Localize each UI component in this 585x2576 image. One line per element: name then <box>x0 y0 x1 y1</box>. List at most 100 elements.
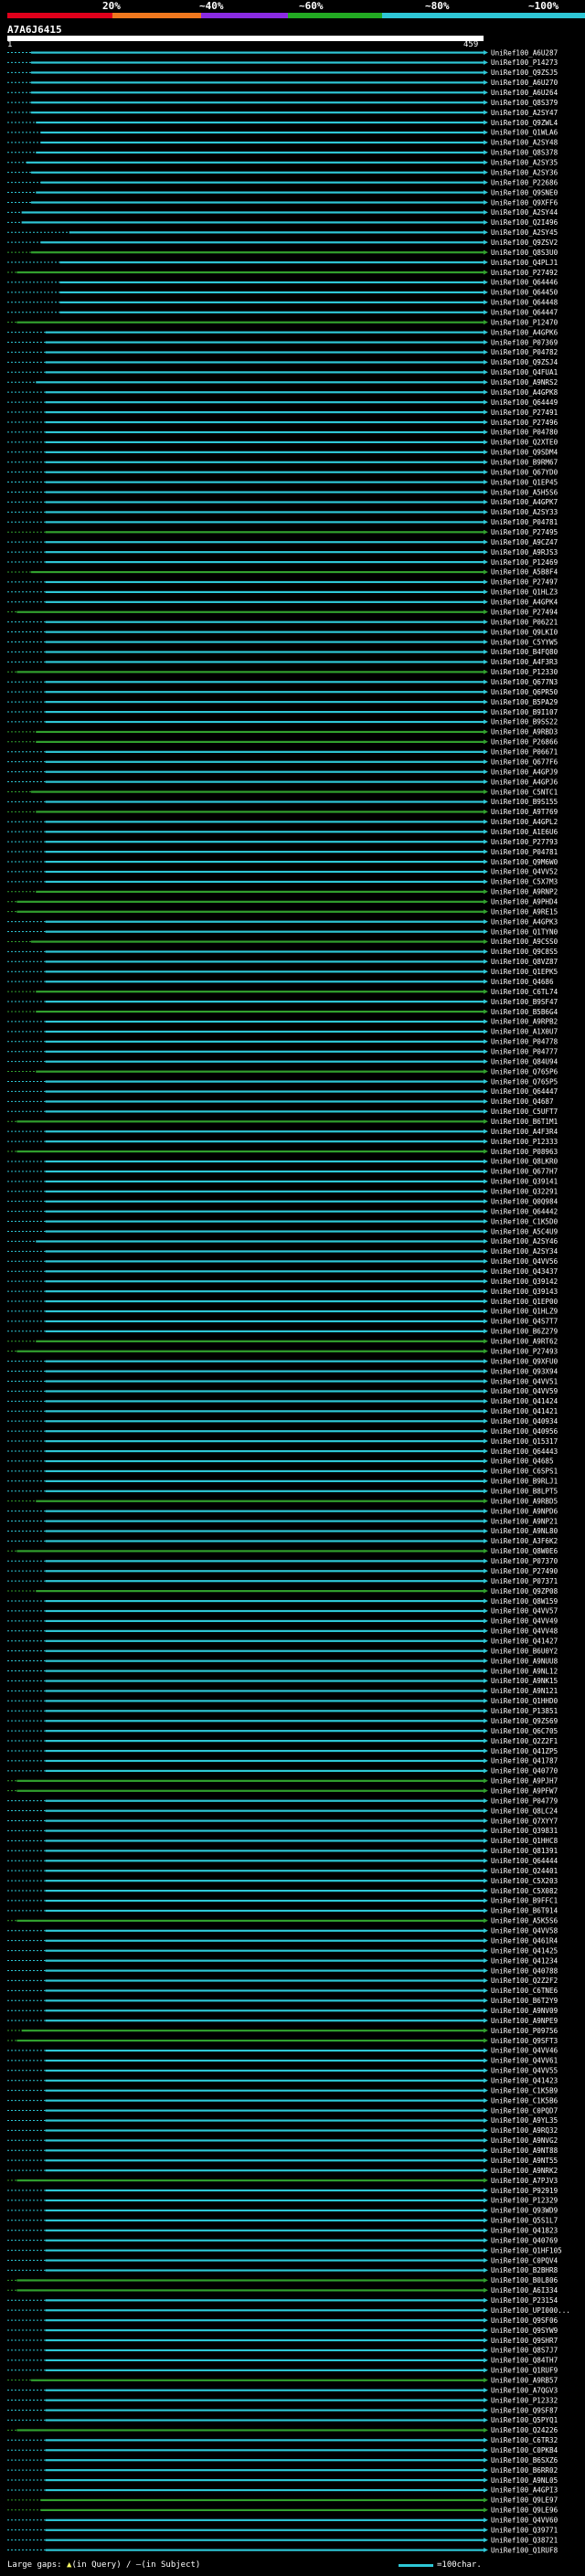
hit-row[interactable]: UniRef100_Q1TYN0 <box>7 928 558 936</box>
hit-id-label[interactable]: UniRef100_Q67YD0 <box>491 468 558 476</box>
hit-id-label[interactable]: UniRef100_Q4S7T7 <box>491 1318 558 1326</box>
hit-row[interactable]: UniRef100_Q4VV58 <box>7 1927 558 1935</box>
hit-id-label[interactable]: UniRef100_Q4686 <box>491 978 554 986</box>
hit-id-label[interactable]: UniRef100_A9NVG2 <box>491 2136 558 2145</box>
hit-id-label[interactable]: UniRef100_B9SF47 <box>491 998 558 1006</box>
hit-row[interactable]: UniRef100_Q39141 <box>7 1178 558 1186</box>
hit-id-label[interactable]: UniRef100_P04777 <box>491 1047 558 1055</box>
hit-row[interactable]: UniRef100_P27492 <box>7 269 558 277</box>
hit-id-label[interactable]: UniRef100_A9NL05 <box>491 2476 558 2485</box>
hit-row[interactable]: UniRef100_Q9SNE0 <box>7 188 558 196</box>
hit-row[interactable]: UniRef100_C6TR32 <box>7 2436 558 2444</box>
hit-row[interactable]: UniRef100_C0PKB4 <box>7 2446 558 2454</box>
hit-row[interactable]: UniRef100_Q64446 <box>7 279 558 287</box>
hit-id-label[interactable]: UniRef100_A9RQ32 <box>491 2126 558 2135</box>
hit-id-label[interactable]: UniRef100_P07371 <box>491 1577 558 1585</box>
hit-row[interactable]: UniRef100_Q4VV51 <box>7 1377 558 1385</box>
hit-row[interactable]: UniRef100_Q93WD9 <box>7 2207 558 2215</box>
hit-row[interactable]: UniRef100_P26866 <box>7 738 558 747</box>
hit-row[interactable]: UniRef100_Q15317 <box>7 1437 558 1446</box>
hit-row[interactable]: UniRef100_Q24401 <box>7 1867 558 1875</box>
hit-id-label[interactable]: UniRef100_A4GPJ9 <box>491 768 558 776</box>
hit-id-label[interactable]: UniRef100_C5X7M3 <box>491 878 558 886</box>
hit-row[interactable]: UniRef100_Q41421 <box>7 1407 558 1415</box>
hit-row[interactable]: UniRef100_P04778 <box>7 1038 558 1046</box>
hit-id-label[interactable]: UniRef100_Q1EPK5 <box>491 968 558 976</box>
hit-row[interactable]: UniRef100_A4GPJ9 <box>7 768 558 776</box>
hit-row[interactable]: UniRef100_P04781 <box>7 848 558 856</box>
hit-id-label[interactable]: UniRef100_A9NK15 <box>491 1677 558 1685</box>
hit-row[interactable]: UniRef100_C5NTC1 <box>7 788 558 796</box>
hit-id-label[interactable]: UniRef100_P23154 <box>491 2296 558 2305</box>
hit-id-label[interactable]: UniRef100_Q4VV57 <box>491 1607 558 1616</box>
hit-id-label[interactable]: UniRef100_Q5PYQ1 <box>491 2416 558 2424</box>
hit-row[interactable]: UniRef100_A2SY44 <box>7 208 558 217</box>
hit-id-label[interactable]: UniRef100_A2SY34 <box>491 1247 558 1256</box>
hit-row[interactable]: UniRef100_A9NUU8 <box>7 1657 558 1665</box>
hit-row[interactable]: UniRef100_B6Z279 <box>7 1328 558 1336</box>
hit-row[interactable]: UniRef100_P07371 <box>7 1577 558 1585</box>
hit-row[interactable]: UniRef100_A2SY33 <box>7 508 558 516</box>
hit-row[interactable]: UniRef100_Q64448 <box>7 299 558 307</box>
hit-id-label[interactable]: UniRef100_Q64443 <box>491 1447 558 1456</box>
hit-id-label[interactable]: UniRef100_Q93X94 <box>491 1367 558 1375</box>
hit-id-label[interactable]: UniRef100_Q64448 <box>491 299 558 307</box>
hit-id-label[interactable]: UniRef100_A9RBD5 <box>491 1497 558 1505</box>
hit-row[interactable]: UniRef100_Q24226 <box>7 2426 558 2434</box>
hit-row[interactable]: UniRef100_A2SY35 <box>7 159 558 167</box>
hit-row[interactable]: UniRef100_Q9ZWL4 <box>7 119 558 127</box>
hit-id-label[interactable]: UniRef100_P12333 <box>491 1138 558 1146</box>
hit-id-label[interactable]: UniRef100_Q41427 <box>491 1637 558 1645</box>
hit-id-label[interactable]: UniRef100_Q7XYY7 <box>491 1817 558 1825</box>
hit-row[interactable]: UniRef100_B5PA29 <box>7 698 558 706</box>
hit-row[interactable]: UniRef100_A4GPK7 <box>7 498 558 506</box>
hit-row[interactable]: UniRef100_A7PJV3 <box>7 2177 558 2185</box>
hit-id-label[interactable]: UniRef100_P27490 <box>491 1567 558 1575</box>
hit-id-label[interactable]: UniRef100_P12470 <box>491 318 558 326</box>
hit-id-label[interactable]: UniRef100_C5YYW5 <box>491 638 558 646</box>
hit-row[interactable]: UniRef100_B6SXZ6 <box>7 2456 558 2465</box>
hit-id-label[interactable]: UniRef100_Q1HHC8 <box>491 1837 558 1845</box>
hit-id-label[interactable]: UniRef100_C0PQV4 <box>491 2256 558 2264</box>
hit-id-label[interactable]: UniRef100_A2SY46 <box>491 1237 558 1246</box>
hit-row[interactable]: UniRef100_Q8LC24 <box>7 1807 558 1815</box>
hit-id-label[interactable]: UniRef100_Q2XTE0 <box>491 439 558 447</box>
hit-id-label[interactable]: UniRef100_A2SY45 <box>491 228 558 237</box>
hit-row[interactable]: UniRef100_Q41423 <box>7 2077 558 2085</box>
hit-id-label[interactable]: UniRef100_P27497 <box>491 578 558 587</box>
hit-row[interactable]: UniRef100_Q4PLJ1 <box>7 259 558 267</box>
hit-id-label[interactable]: UniRef100_P12329 <box>491 2197 558 2205</box>
hit-id-label[interactable]: UniRef100_A9NRS2 <box>491 378 558 387</box>
hit-id-label[interactable]: UniRef100_Q64449 <box>491 398 558 407</box>
hit-id-label[interactable]: UniRef100_Q9LE96 <box>491 2507 558 2515</box>
hit-row[interactable]: UniRef100_P07369 <box>7 338 558 346</box>
hit-row[interactable]: UniRef100_A9NK15 <box>7 1677 558 1685</box>
hit-id-label[interactable]: UniRef100_A9YL35 <box>491 2116 558 2125</box>
hit-id-label[interactable]: UniRef100_Q43437 <box>491 1267 558 1276</box>
hit-id-label[interactable]: UniRef100_Q64450 <box>491 289 558 297</box>
hit-id-label[interactable]: UniRef100_Q677F6 <box>491 758 558 766</box>
hit-id-label[interactable]: UniRef100_A5K5S6 <box>491 1917 558 1925</box>
hit-row[interactable]: UniRef100_Q93X94 <box>7 1367 558 1375</box>
hit-id-label[interactable]: UniRef100_Q39141 <box>491 1178 558 1186</box>
hit-row[interactable]: UniRef100_P12330 <box>7 668 558 676</box>
hit-row[interactable]: UniRef100_Q5PYQ1 <box>7 2416 558 2424</box>
hit-row[interactable]: UniRef100_Q8W159 <box>7 1597 558 1606</box>
hit-id-label[interactable]: UniRef100_Q64444 <box>491 1857 558 1865</box>
hit-row[interactable]: UniRef100_Q84TH7 <box>7 2357 558 2365</box>
hit-id-label[interactable]: UniRef100_B6T914 <box>491 1907 558 1915</box>
hit-row[interactable]: UniRef100_A5C4U9 <box>7 1227 558 1235</box>
hit-id-label[interactable]: UniRef100_Q4PLJ1 <box>491 259 558 267</box>
hit-id-label[interactable]: UniRef100_Q24226 <box>491 2426 558 2434</box>
hit-id-label[interactable]: UniRef100_A6U270 <box>491 79 558 87</box>
hit-id-label[interactable]: UniRef100_C6TL74 <box>491 988 558 996</box>
hit-row[interactable]: UniRef100_P27490 <box>7 1567 558 1575</box>
hit-row[interactable]: UniRef100_Q9C8S5 <box>7 948 558 956</box>
hit-row[interactable]: UniRef100_Q9ZSJ4 <box>7 358 558 366</box>
hit-row[interactable]: UniRef100_A9NVG2 <box>7 2136 558 2145</box>
hit-row[interactable]: UniRef100_Q2I496 <box>7 218 558 227</box>
hit-row[interactable]: UniRef100_Q4687 <box>7 1097 554 1106</box>
hit-id-label[interactable]: UniRef100_Q9ZSJ5 <box>491 69 558 77</box>
hit-id-label[interactable]: UniRef100_Q64447 <box>491 1087 558 1096</box>
hit-row[interactable]: UniRef100_A9RB57 <box>7 2376 558 2384</box>
